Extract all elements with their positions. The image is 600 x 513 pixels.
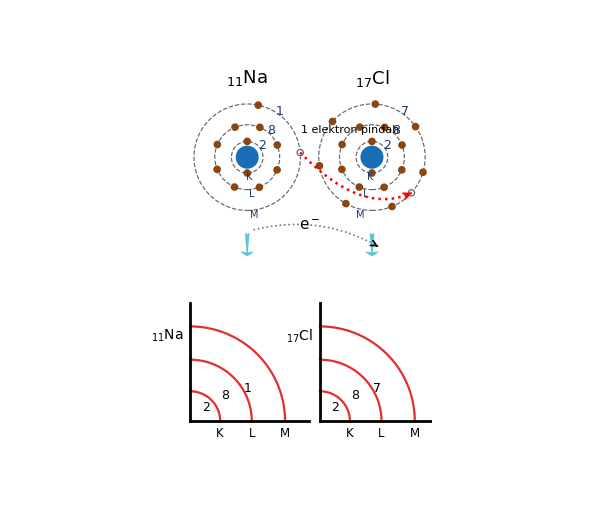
Circle shape	[339, 142, 345, 148]
Circle shape	[356, 124, 363, 130]
Text: $_{11}$Na: $_{11}$Na	[226, 68, 268, 88]
Circle shape	[361, 146, 383, 168]
Text: M: M	[250, 210, 259, 220]
Text: M: M	[410, 427, 420, 441]
Text: 1: 1	[276, 105, 284, 117]
Circle shape	[343, 201, 349, 207]
Circle shape	[399, 142, 405, 148]
Circle shape	[398, 167, 405, 173]
Text: 2: 2	[259, 139, 266, 151]
Circle shape	[329, 119, 335, 125]
Circle shape	[339, 166, 345, 172]
Text: $_{17}$Cl: $_{17}$Cl	[355, 68, 389, 89]
Text: K: K	[346, 427, 354, 441]
Text: 8: 8	[351, 389, 359, 402]
Circle shape	[369, 139, 375, 145]
Circle shape	[316, 163, 323, 169]
Text: 7: 7	[373, 382, 382, 394]
Circle shape	[236, 146, 258, 168]
Circle shape	[256, 184, 262, 190]
Circle shape	[297, 149, 304, 155]
Circle shape	[372, 101, 379, 107]
Text: K: K	[367, 172, 373, 182]
Text: 2: 2	[202, 401, 210, 413]
Text: M: M	[280, 427, 290, 441]
Text: 8: 8	[221, 389, 229, 402]
Text: L: L	[248, 427, 255, 441]
Circle shape	[214, 142, 220, 148]
Text: L: L	[378, 427, 385, 441]
Text: 2: 2	[383, 139, 391, 151]
Circle shape	[381, 184, 387, 190]
Circle shape	[412, 124, 419, 130]
Circle shape	[244, 170, 250, 176]
Circle shape	[356, 184, 362, 190]
Circle shape	[257, 124, 263, 130]
Circle shape	[244, 139, 250, 145]
Text: 1: 1	[244, 382, 251, 394]
Circle shape	[420, 169, 426, 175]
Circle shape	[232, 124, 238, 130]
Text: L: L	[363, 189, 368, 199]
Text: e$^-$: e$^-$	[299, 219, 320, 233]
Circle shape	[389, 203, 395, 210]
Text: 1 elektron pindah: 1 elektron pindah	[301, 125, 400, 135]
Text: L: L	[248, 189, 254, 199]
Text: 8: 8	[392, 124, 400, 137]
Text: 8: 8	[268, 124, 275, 137]
Text: K: K	[217, 427, 224, 441]
Circle shape	[232, 184, 238, 190]
Circle shape	[274, 142, 280, 148]
Text: 7: 7	[401, 105, 409, 117]
Circle shape	[382, 124, 388, 130]
Circle shape	[255, 102, 262, 108]
Circle shape	[274, 167, 280, 173]
Circle shape	[369, 170, 375, 176]
Circle shape	[214, 166, 220, 172]
Text: 2: 2	[332, 401, 340, 413]
Text: $_{17}$Cl: $_{17}$Cl	[286, 327, 313, 345]
Text: $_{11}$Na: $_{11}$Na	[151, 328, 184, 344]
Text: M: M	[356, 210, 365, 220]
Text: K: K	[245, 172, 252, 182]
Circle shape	[409, 190, 415, 196]
